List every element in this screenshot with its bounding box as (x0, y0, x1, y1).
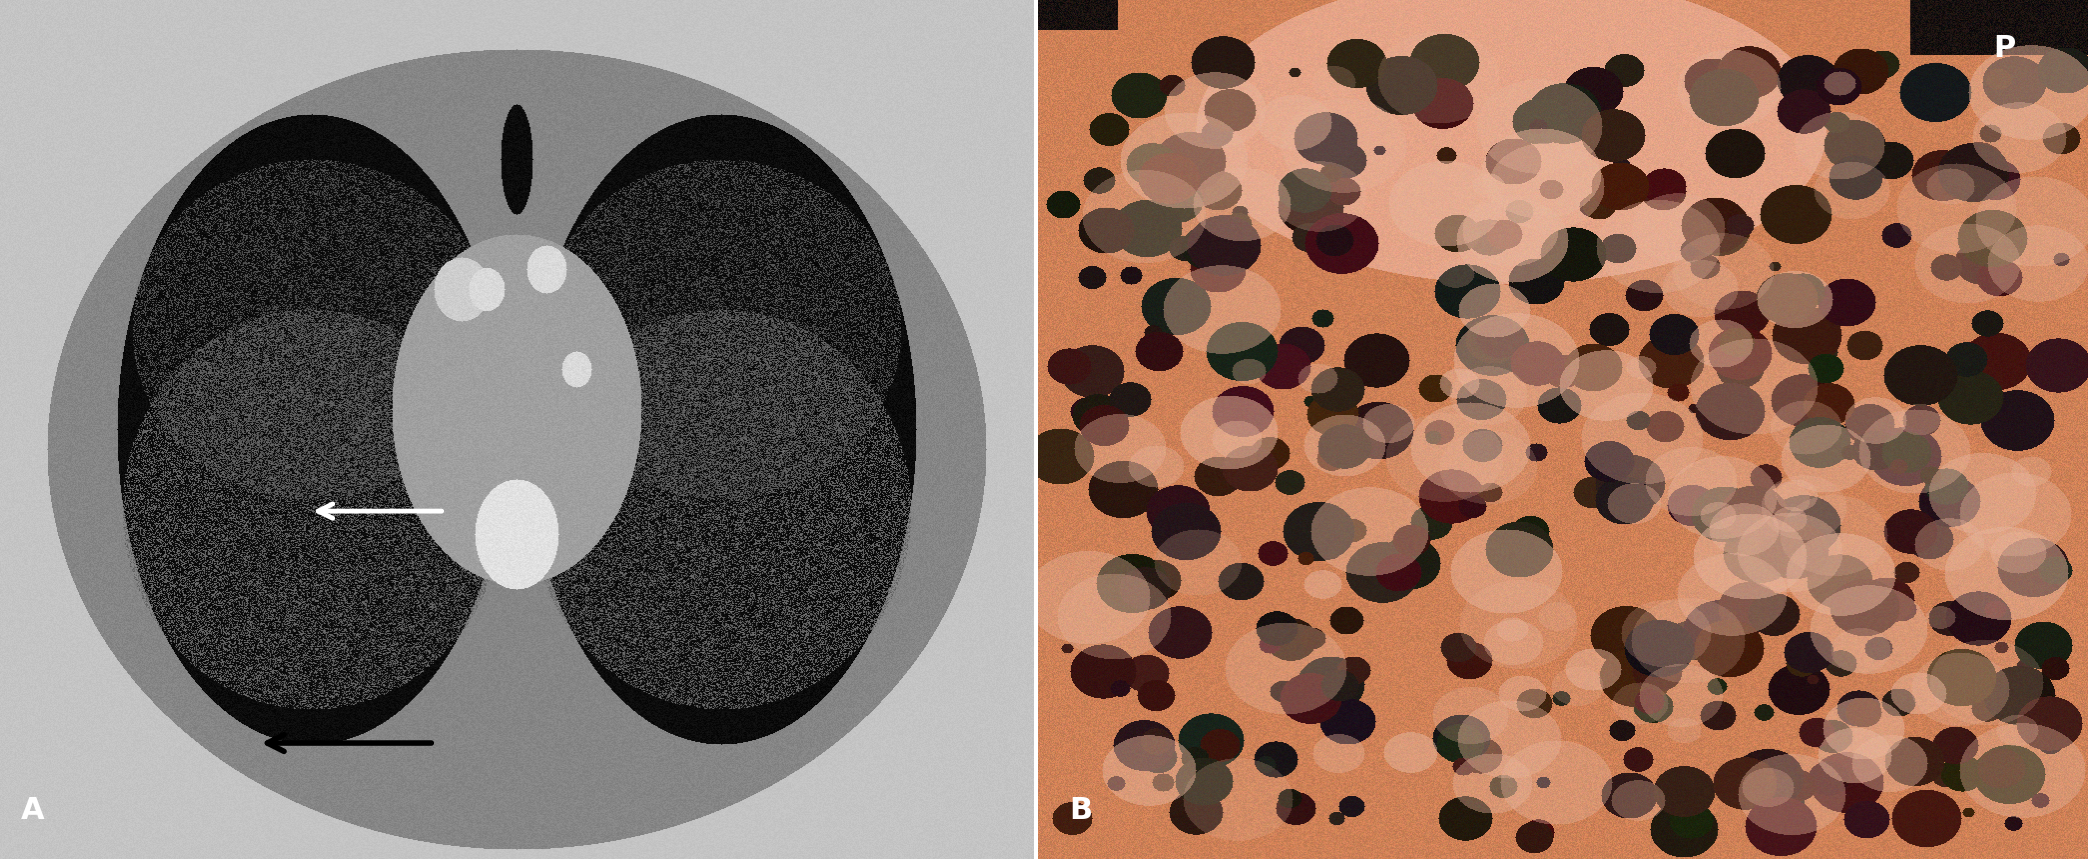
Text: A: A (21, 795, 44, 825)
Text: P: P (1992, 34, 2015, 64)
Text: B: B (1069, 795, 1092, 825)
